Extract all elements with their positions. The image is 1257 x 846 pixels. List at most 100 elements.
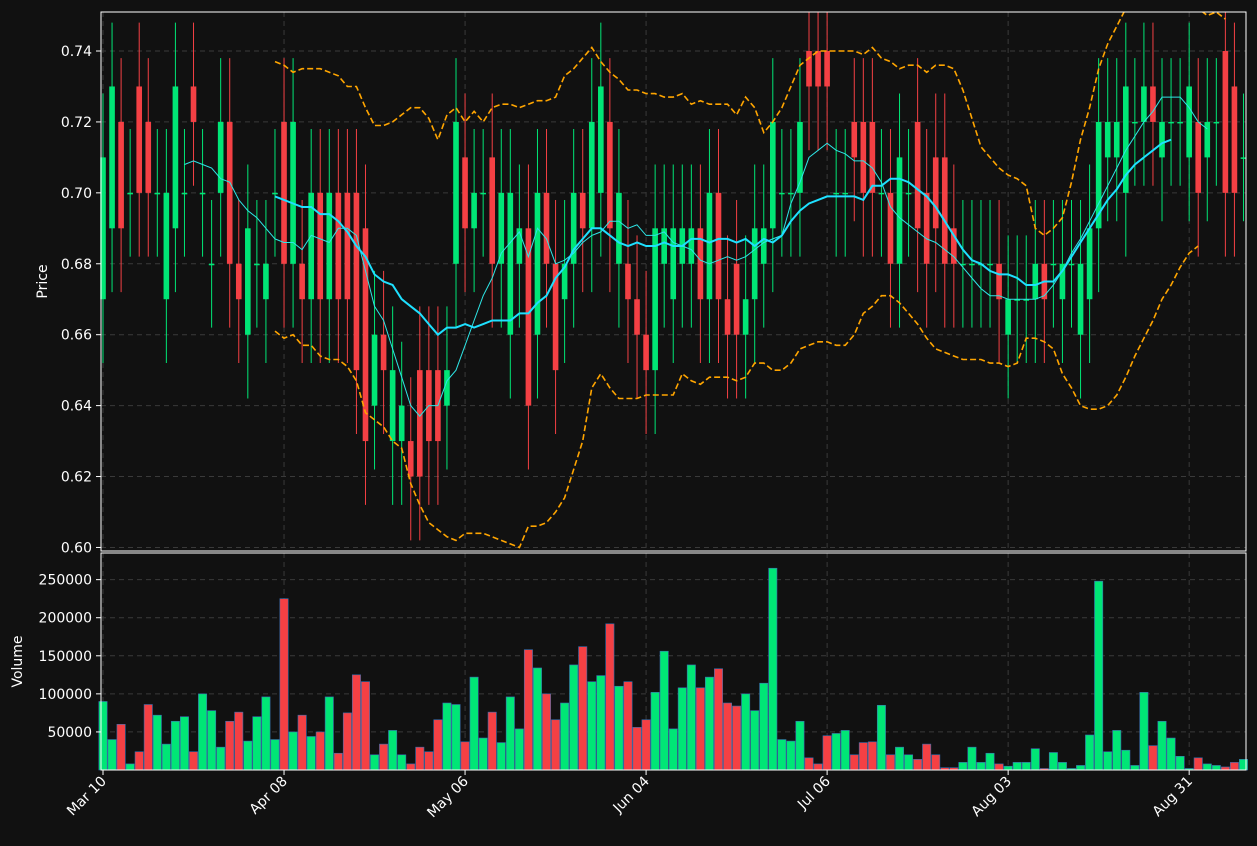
volume-bar [143,704,153,771]
candle-body [634,299,640,335]
candle-body [462,157,468,229]
volume-bar [985,752,995,771]
candle-body [1104,121,1111,158]
candle-body [1123,86,1129,193]
candle-body [1195,121,1202,193]
candle-body [326,192,333,300]
volume-bar [234,711,244,771]
price-ytick-label: 0.66 [61,328,92,344]
candle-body [281,121,287,264]
volume-ytick-label: 250000 [39,573,92,589]
volume-bar [1021,762,1031,771]
candle-body [181,192,188,195]
candle-body [923,192,930,264]
candle-body [1240,157,1247,159]
candle-body [951,228,957,264]
candle-body [932,157,939,229]
candle-body [1014,299,1020,301]
volume-bar [614,685,624,771]
price-ytick-label: 0.64 [61,399,92,415]
candle-body [272,192,278,195]
volume-bar [306,736,316,771]
price-panel-frame [100,11,1247,552]
candle-body [1086,228,1093,300]
candle-body [652,228,658,371]
volume-bar [152,714,162,771]
candle-body [661,228,667,264]
candle-body [172,86,179,229]
volume-bar [994,763,1004,771]
candle-body [353,192,360,371]
candle-body [1177,121,1183,124]
candle-body [1113,121,1120,158]
candle-body [905,192,912,195]
volume-bar [523,649,533,771]
candle-body [480,192,486,195]
candle-body [444,370,450,406]
volume-bar [1211,765,1221,771]
volume-bar [243,740,253,771]
candle-body [797,121,803,193]
volume-bar [904,754,914,771]
candle-body [887,192,894,264]
candle-body [471,192,477,229]
volume-bar [931,754,941,771]
price-ytick-label: 0.68 [61,257,92,273]
volume-bar [116,724,126,771]
candle-body [380,334,387,371]
candle-body [779,192,785,195]
candle-body [290,121,296,264]
volume-bar [533,667,542,771]
volume-bar [134,751,144,771]
volume-bar [1139,692,1149,771]
volume-bar [967,746,977,771]
volume-bar [388,730,398,771]
candle-body [706,192,713,300]
volume-ytick-label: 200000 [39,611,92,627]
candle-body [263,263,269,300]
volume-bar [1030,748,1040,771]
volume-bar [189,751,198,771]
candle-body [127,192,133,195]
candle-body [1150,86,1156,122]
candle-body [109,86,115,229]
volume-bar [1076,765,1086,771]
candle-body [1222,51,1229,193]
volume-bar [1121,749,1131,771]
volume-bar [813,763,823,771]
candle-body [254,263,260,266]
candle-body [1059,263,1066,300]
volume-bar [858,742,868,771]
volume-bar [876,704,886,771]
candle-body [842,192,849,195]
candle-body [788,192,794,195]
candle-body [833,192,839,195]
volume-bar [487,711,497,771]
volume-bar [723,702,733,771]
volume-bar [895,746,904,771]
candle-body [643,334,649,371]
volume-bar [170,720,180,771]
volume-bar [596,675,606,771]
price-ytick-label: 0.74 [61,44,92,60]
candle-body [407,441,414,477]
volume-bar [179,716,189,771]
volume-bar [759,682,769,771]
candle-body [100,157,106,300]
volume-bar [361,681,370,771]
candle-body [588,121,595,229]
volume-bar [370,754,380,771]
volume-bar [786,740,796,771]
volume-bar [270,739,280,771]
volume-bar [342,712,352,771]
volume-bar [442,702,452,771]
candle-body [869,121,876,193]
candle-body [1213,121,1220,124]
volume-bar [469,676,479,771]
volume-bar [297,714,307,771]
volume-bar [288,731,298,771]
price-ytick-label: 0.62 [61,470,92,486]
candle-body [561,263,568,300]
